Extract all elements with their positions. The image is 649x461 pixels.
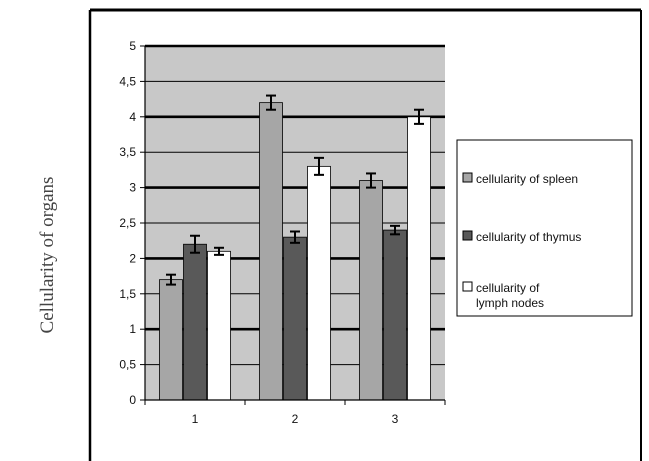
bar bbox=[383, 229, 407, 401]
y-tick-label: 2,5 bbox=[119, 216, 136, 230]
y-tick-label: 0,5 bbox=[119, 358, 136, 372]
legend-swatch bbox=[462, 281, 473, 292]
legend-label: cellularity of spleen bbox=[476, 172, 578, 186]
y-tick-label: 3 bbox=[129, 181, 136, 195]
y-tick-labels: 0 0,5 1 1,5 2 2,5 3 3,5 4 4,5 5 bbox=[119, 39, 136, 407]
bar bbox=[183, 243, 207, 401]
x-tick-label: 3 bbox=[392, 412, 399, 426]
y-tick-label: 1 bbox=[129, 322, 136, 336]
bar bbox=[207, 250, 231, 401]
bar bbox=[307, 165, 331, 401]
x-tick-label: 1 bbox=[192, 412, 199, 426]
y-tick-label: 1,5 bbox=[119, 287, 136, 301]
y-tick-label: 2 bbox=[129, 251, 136, 265]
y-tick-label: 5 bbox=[129, 39, 136, 53]
x-tick-labels: 1 2 3 bbox=[192, 412, 399, 426]
bar bbox=[407, 116, 431, 401]
bar bbox=[259, 102, 283, 401]
legend-label: cellularity of thymus bbox=[476, 230, 581, 244]
y-tick-label: 4 bbox=[129, 110, 136, 124]
error-bars bbox=[166, 94, 424, 286]
legend-swatch bbox=[462, 172, 473, 183]
legend: cellularity of spleen cellularity of thym… bbox=[456, 139, 633, 317]
axes bbox=[140, 45, 446, 405]
y-axis-label: Cellularity of organs bbox=[37, 177, 58, 334]
legend-swatch bbox=[462, 230, 473, 241]
y-tick-label: 3,5 bbox=[119, 145, 136, 159]
legend-label: cellularity of bbox=[476, 281, 540, 295]
legend-box bbox=[456, 139, 633, 317]
bar bbox=[159, 279, 183, 401]
chart-frame bbox=[88, 8, 642, 461]
y-tick-label: 0 bbox=[129, 393, 136, 407]
y-tick-label: 4,5 bbox=[119, 74, 136, 88]
bar bbox=[283, 236, 307, 401]
bar bbox=[359, 180, 383, 401]
x-tick-label: 2 bbox=[292, 412, 299, 426]
bars bbox=[159, 102, 431, 401]
legend-label: lymph nodes bbox=[476, 296, 544, 310]
